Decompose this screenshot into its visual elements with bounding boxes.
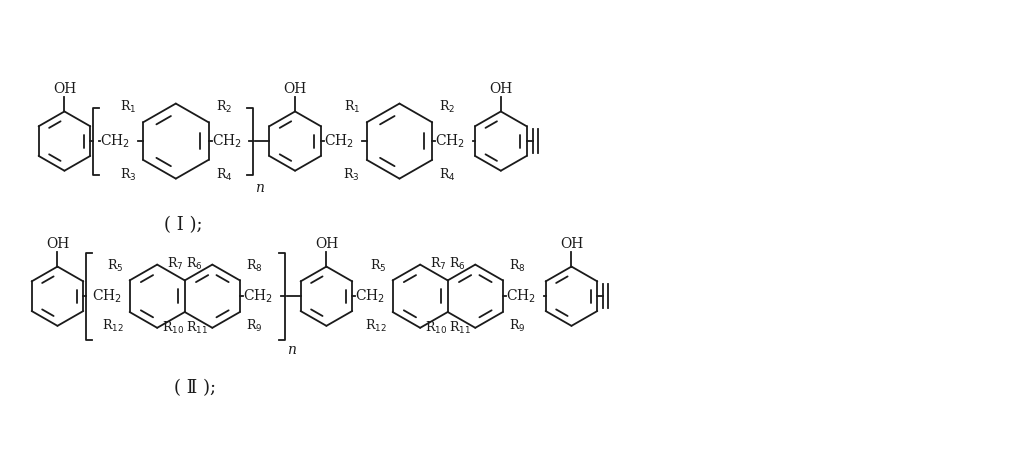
- Text: CH$_2$: CH$_2$: [356, 287, 385, 305]
- Text: n: n: [256, 181, 264, 195]
- Text: R$_1$: R$_1$: [120, 99, 137, 116]
- Text: CH$_2$: CH$_2$: [435, 133, 466, 150]
- Text: R$_{12}$: R$_{12}$: [365, 318, 386, 334]
- Text: R$_{12}$: R$_{12}$: [102, 318, 123, 334]
- Text: R$_8$: R$_8$: [508, 258, 526, 274]
- Text: CH$_2$: CH$_2$: [93, 287, 122, 305]
- Text: OH: OH: [53, 82, 76, 96]
- Text: R$_9$: R$_9$: [508, 318, 525, 334]
- Text: R$_3$: R$_3$: [119, 167, 137, 183]
- Text: OH: OH: [559, 237, 583, 251]
- Text: ( I );: ( I );: [164, 216, 203, 234]
- Text: R$_{11}$: R$_{11}$: [448, 320, 471, 336]
- Text: R$_6$: R$_6$: [185, 256, 203, 273]
- Text: R$_8$: R$_8$: [246, 258, 262, 274]
- Text: R$_2$: R$_2$: [439, 99, 455, 116]
- Text: CH$_2$: CH$_2$: [324, 133, 354, 150]
- Text: R$_2$: R$_2$: [215, 99, 231, 116]
- Text: CH$_2$: CH$_2$: [243, 287, 273, 305]
- Text: OH: OH: [315, 237, 338, 251]
- Text: CH$_2$: CH$_2$: [100, 133, 130, 150]
- Text: R$_3$: R$_3$: [343, 167, 360, 183]
- Text: CH$_2$: CH$_2$: [212, 133, 242, 150]
- Text: R$_{10}$: R$_{10}$: [162, 320, 183, 336]
- Text: OH: OH: [489, 82, 513, 96]
- Text: R$_7$: R$_7$: [430, 256, 446, 273]
- Text: n: n: [286, 343, 296, 357]
- Text: OH: OH: [283, 82, 307, 96]
- Text: R$_4$: R$_4$: [215, 167, 232, 183]
- Text: R$_5$: R$_5$: [370, 258, 386, 274]
- Text: ( Ⅱ );: ( Ⅱ );: [174, 379, 216, 397]
- Text: OH: OH: [46, 237, 69, 251]
- Text: R$_{11}$: R$_{11}$: [185, 320, 208, 336]
- Text: R$_4$: R$_4$: [439, 167, 455, 183]
- Text: R$_{10}$: R$_{10}$: [425, 320, 446, 336]
- Text: R$_1$: R$_1$: [343, 99, 360, 116]
- Text: R$_9$: R$_9$: [246, 318, 262, 334]
- Text: R$_6$: R$_6$: [448, 256, 466, 273]
- Text: R$_5$: R$_5$: [107, 258, 123, 274]
- Text: R$_7$: R$_7$: [167, 256, 183, 273]
- Text: CH$_2$: CH$_2$: [505, 287, 536, 305]
